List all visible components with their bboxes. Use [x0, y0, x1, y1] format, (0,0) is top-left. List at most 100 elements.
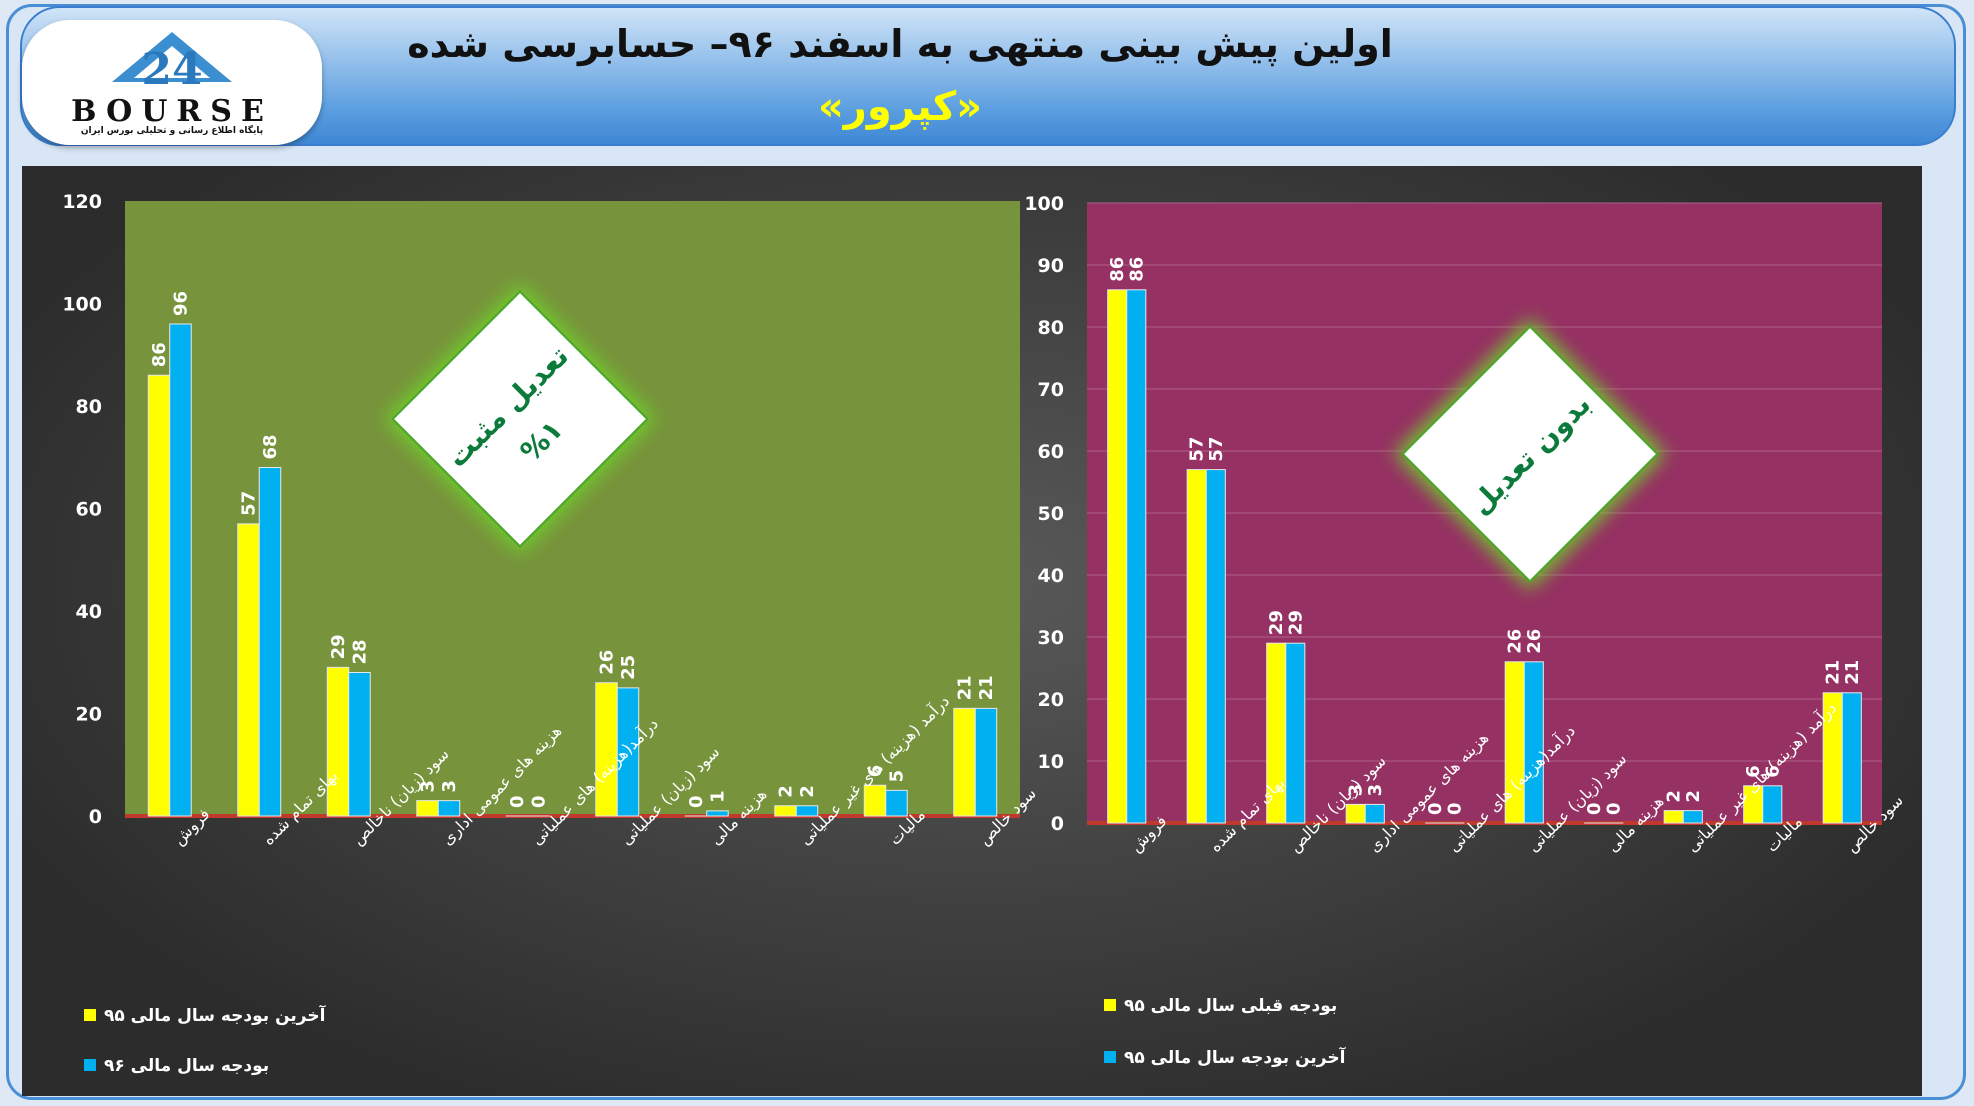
- legend-swatch: [1104, 1051, 1116, 1063]
- data-label: 57: [1187, 437, 1208, 462]
- data-label: 26: [1524, 629, 1545, 654]
- data-label: 21: [1823, 660, 1844, 685]
- legend-swatch: [84, 1059, 96, 1071]
- data-label: 0: [507, 795, 528, 808]
- badge: بدون تعدیل: [1394, 318, 1666, 590]
- data-label: 3: [439, 780, 460, 793]
- logo-tagline: پایگاه اطلاع رسانی و تحلیلی بورس ایران: [80, 126, 264, 136]
- data-label: 6: [1743, 765, 1764, 778]
- data-label: 21: [955, 675, 976, 700]
- bar: [1126, 289, 1147, 824]
- y-tick-label: 80: [1038, 317, 1064, 339]
- data-label: 3: [1365, 784, 1386, 797]
- data-label: 2: [1683, 790, 1704, 803]
- badge-box: [391, 290, 649, 548]
- data-label: 86: [1107, 257, 1128, 282]
- bar: [1107, 289, 1128, 824]
- data-label: 68: [260, 434, 281, 459]
- data-label: 0: [1584, 802, 1605, 815]
- legend-label: بودجه قبلی سال مالی ۹۵: [1124, 996, 1337, 1016]
- data-label: 2: [1664, 790, 1685, 803]
- bar: [1523, 661, 1544, 824]
- data-label: 5: [886, 770, 907, 783]
- legend-swatch: [1104, 999, 1116, 1011]
- badge-box: [1401, 325, 1659, 583]
- chart-left: 0204060801001208657293026026219668283025…: [62, 191, 1040, 1076]
- data-label: 29: [328, 634, 349, 659]
- data-label: 0: [686, 795, 707, 808]
- bar: [348, 672, 371, 817]
- logo-wordmark: BOURSE: [71, 94, 273, 129]
- data-label: 0: [528, 795, 549, 808]
- y-tick-label: 20: [76, 704, 102, 726]
- bar: [326, 666, 350, 817]
- bar: [774, 805, 797, 817]
- bar: [1205, 469, 1226, 824]
- data-label: 57: [239, 491, 260, 516]
- chart-right: 0102030405060708090100865729302602621865…: [1024, 193, 1907, 1068]
- data-label: 86: [1126, 257, 1147, 282]
- bar: [1682, 810, 1703, 824]
- data-label: 96: [170, 291, 191, 316]
- data-label: 28: [349, 639, 370, 664]
- bar: [706, 810, 729, 817]
- data-label: 3: [1346, 784, 1367, 797]
- y-tick-label: 60: [1038, 441, 1064, 463]
- data-label: 21: [976, 675, 997, 700]
- bar: [885, 789, 908, 817]
- legend-label: آخرین بودجه سال مالی ۹۵: [1124, 1046, 1347, 1068]
- y-tick-label: 80: [76, 396, 102, 418]
- y-tick-label: 0: [1051, 813, 1064, 835]
- bar: [437, 800, 461, 817]
- y-tick-label: 0: [89, 806, 102, 828]
- bar: [169, 323, 192, 817]
- y-tick-label: 50: [1038, 503, 1064, 525]
- bar: [1186, 469, 1207, 824]
- bar: [237, 523, 260, 817]
- y-tick-label: 20: [1038, 689, 1064, 711]
- data-label: 3: [418, 780, 439, 793]
- svg-text:24: 24: [141, 44, 202, 95]
- bar: [953, 707, 976, 817]
- data-label: 0: [1603, 802, 1624, 815]
- logo-mark-icon: 24: [112, 32, 232, 95]
- data-label: 26: [1505, 629, 1526, 654]
- page-subtitle: «کپرور»: [817, 84, 983, 130]
- y-tick-label: 10: [1038, 751, 1064, 773]
- bar: [147, 374, 171, 817]
- y-tick-label: 120: [62, 191, 102, 213]
- y-tick-label: 60: [76, 499, 102, 521]
- legend-label: آخرین بودجه سال مالی ۹۵: [104, 1004, 327, 1026]
- bar: [1364, 803, 1385, 824]
- bar: [1841, 692, 1862, 824]
- y-tick-label: 40: [76, 601, 102, 623]
- bar: [1345, 803, 1366, 824]
- bar: [416, 800, 439, 817]
- y-tick-label: 100: [62, 294, 102, 316]
- data-label: 57: [1206, 437, 1227, 462]
- data-label: 29: [1285, 610, 1306, 635]
- charts-canvas: 0204060801001208657293026026219668283025…: [62, 191, 1907, 1076]
- y-tick-label: 30: [1038, 627, 1064, 649]
- data-label: 21: [1842, 660, 1863, 685]
- legend-swatch: [84, 1009, 96, 1021]
- bar: [616, 687, 640, 817]
- bar: [795, 805, 819, 817]
- bar: [1762, 785, 1783, 824]
- data-label: 0: [1425, 802, 1446, 815]
- bar: [258, 467, 282, 817]
- bar: [1285, 642, 1306, 824]
- page-title: اولین پیش بینی منتهی به اسفند ۹۶– حسابرس…: [407, 22, 1393, 66]
- y-tick-label: 90: [1038, 255, 1064, 277]
- data-label: 2: [797, 785, 818, 798]
- bar: [974, 707, 998, 817]
- data-label: 1: [707, 790, 728, 803]
- data-label: 0: [1444, 802, 1465, 815]
- data-label: 25: [618, 655, 639, 680]
- charts-panel: 0 20 40 60 80 100 120 86 57 29 3 0 26 0 2 6 21 96 68 28 3 0 25…: [22, 166, 1922, 1096]
- data-label: 6: [1762, 765, 1783, 778]
- data-label: 2: [776, 785, 797, 798]
- logo: 24 BOURSE پایگاه اطلاع رسانی و تحلیلی بو…: [22, 20, 322, 145]
- data-label: 86: [149, 342, 170, 367]
- data-label: 6: [865, 765, 886, 778]
